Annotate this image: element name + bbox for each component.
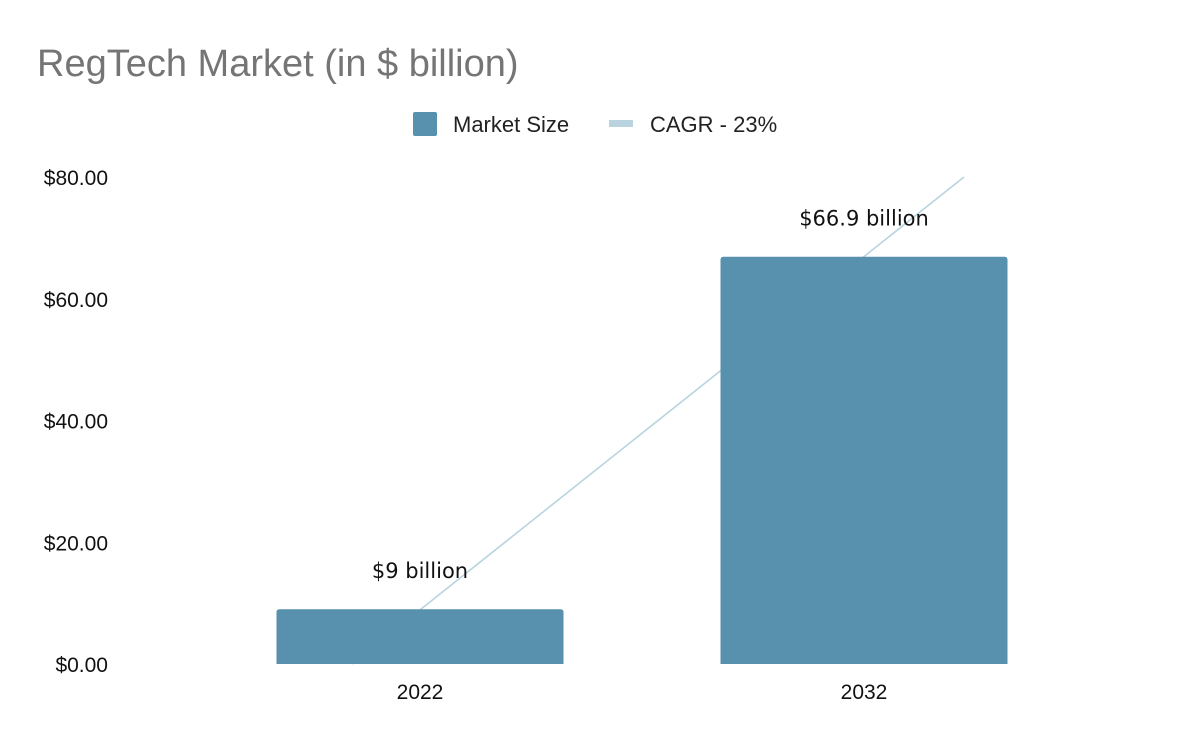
y-tick-label: $80.00 <box>44 167 108 190</box>
x-tick-label: 2032 <box>841 681 888 704</box>
y-tick-label: $0.00 <box>55 654 108 677</box>
bar-2022 <box>276 609 564 664</box>
bars-layer <box>276 256 1008 664</box>
bar-2032 <box>720 256 1008 664</box>
x-axis: 2022 2032 <box>397 681 888 704</box>
legend: Market Size CAGR - 23% <box>413 112 777 137</box>
data-label-2022: $9 billion <box>372 559 468 583</box>
legend-label-cagr: CAGR - 23% <box>650 112 777 137</box>
x-tick-label: 2022 <box>397 681 444 704</box>
y-axis: $0.00 $20.00 $40.00 $60.00 $80.00 <box>44 167 108 677</box>
data-labels-layer: $9 billion $66.9 billion <box>372 207 929 583</box>
legend-swatch-cagr <box>609 120 633 127</box>
y-tick-label: $60.00 <box>44 289 108 312</box>
legend-label-market-size: Market Size <box>453 112 569 137</box>
data-label-2032: $66.9 billion <box>799 207 929 231</box>
legend-swatch-market-size <box>413 112 437 136</box>
chart-title: RegTech Market (in $ billion) <box>37 43 519 85</box>
y-tick-label: $40.00 <box>44 411 108 434</box>
y-tick-label: $20.00 <box>44 532 108 555</box>
